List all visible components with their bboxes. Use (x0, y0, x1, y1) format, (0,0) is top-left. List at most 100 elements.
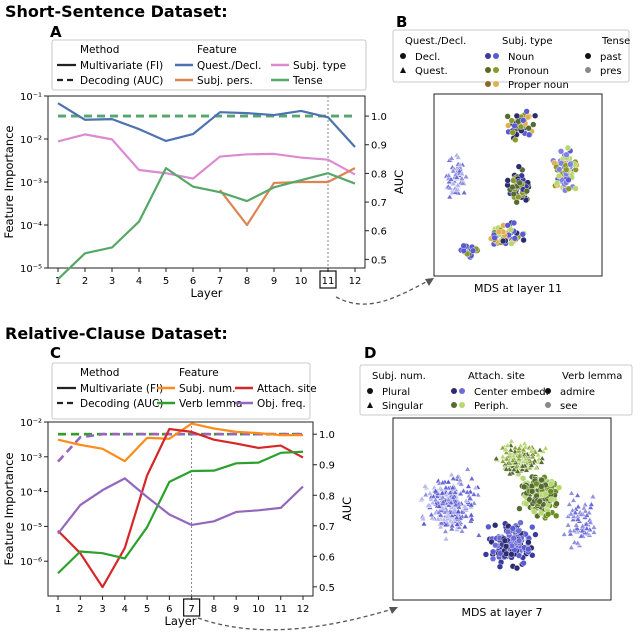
scatter-point (493, 455, 500, 461)
scatter-point (548, 496, 555, 503)
scatter-point (528, 447, 535, 454)
scatter-point (517, 519, 524, 526)
scatter-point (504, 113, 511, 120)
legend-marker (400, 67, 406, 73)
section-title-relative: Relative-Clause Dataset: (5, 324, 228, 343)
scatter-point (421, 483, 429, 489)
scatter-point (507, 226, 514, 233)
legend-label: Subj. pers. (197, 75, 253, 87)
scatter-point (474, 491, 482, 498)
x-tick-label: 6 (166, 604, 172, 615)
scatter-point (458, 528, 466, 534)
x-tick-label: 1 (55, 276, 61, 287)
legend-title: Subj. num. (372, 371, 426, 382)
scatter-point (445, 502, 452, 508)
scatter-point (537, 510, 545, 517)
scatter-point (574, 492, 581, 498)
scatter-point (508, 551, 515, 558)
scatter-point (495, 228, 503, 235)
scatter-point (516, 505, 523, 512)
scatter-d: Subj. num. Plural Singular Attach. site Cent… (359, 364, 633, 619)
y2-tick-label: 0.6 (371, 227, 387, 238)
scatter-point (447, 489, 454, 495)
x-tick-label: 9 (233, 604, 239, 615)
scatter-point (525, 546, 532, 553)
scatter-point (564, 521, 572, 528)
arrow-head-icon (425, 278, 434, 286)
x-tick-label: 1 (55, 604, 61, 615)
legend-label: Quest./Decl. (197, 60, 261, 72)
scatter-point (542, 445, 549, 451)
scatter-point (439, 505, 447, 511)
scatter-point (447, 499, 455, 505)
scatter-point (468, 501, 475, 508)
y2-axis-label: AUC (392, 170, 406, 194)
scatter-point (454, 473, 461, 480)
scatter-point (528, 488, 536, 495)
scatter-point (553, 180, 561, 187)
scatter-point (567, 510, 575, 517)
legend-box (359, 364, 633, 416)
x-tick-label: 10 (252, 604, 265, 615)
series-line (57, 422, 303, 463)
scatter-point (538, 459, 545, 465)
scatter-point (524, 114, 532, 121)
scatter-point (514, 468, 521, 474)
scatter-point (508, 542, 516, 549)
legend-label: Subj. type (293, 60, 346, 72)
scatter-point (532, 531, 539, 538)
scatter-point (529, 552, 536, 559)
scatter-point (464, 488, 471, 495)
scatter-point (515, 193, 522, 201)
scatter-point (458, 170, 466, 176)
scatter-point (504, 177, 511, 184)
scatter-point (520, 117, 527, 124)
scatter-point (446, 193, 453, 200)
scatter-point (573, 522, 580, 528)
y2-tick-label: 1.0 (319, 430, 335, 441)
scatter-point (426, 490, 434, 496)
series-line (57, 133, 356, 180)
scatter-point (456, 161, 464, 167)
scatter-point (475, 532, 483, 538)
y-tick-label: 10⁻² (20, 135, 42, 146)
scatter-point (522, 196, 530, 204)
scatter-point (535, 451, 542, 458)
legend-marker (451, 388, 457, 394)
scatter-point (583, 512, 591, 518)
scatter-point (461, 523, 469, 529)
panel-label: C (50, 344, 61, 362)
scatter-point (507, 447, 514, 453)
legend-marker (485, 53, 491, 59)
scatter-point (565, 176, 572, 184)
scatter-point (510, 219, 518, 227)
scatter-point (503, 465, 510, 472)
scatter-point (515, 455, 523, 462)
scatter-point (435, 503, 443, 509)
scatter-point (567, 527, 574, 534)
scatter-point (491, 234, 498, 242)
legend-label: Plural (382, 387, 410, 398)
scatter-point (429, 499, 436, 505)
legend-marker (400, 53, 406, 59)
scatter-point (432, 487, 439, 494)
x-tick-label: 6 (190, 276, 196, 287)
x-tick-label: 2 (82, 276, 88, 287)
scatter-point (590, 529, 598, 535)
scatter-point (444, 513, 451, 519)
scatter-point (506, 450, 513, 457)
panel-label: A (50, 23, 62, 41)
scatter-point (489, 548, 497, 555)
y2-tick-label: 0.9 (371, 141, 387, 152)
scatter-point (566, 501, 573, 507)
x-tick-label: 12 (297, 604, 310, 615)
y-tick-label: 10⁻⁵ (20, 264, 42, 275)
legend-marker (545, 402, 551, 408)
scatter-point (418, 495, 426, 501)
legend-label: Quest. (415, 66, 448, 77)
scatter-point (462, 173, 470, 179)
scatter-point (574, 516, 582, 522)
legend-marker (585, 67, 591, 73)
scatter-point (516, 445, 523, 451)
scatter-point (503, 550, 510, 557)
